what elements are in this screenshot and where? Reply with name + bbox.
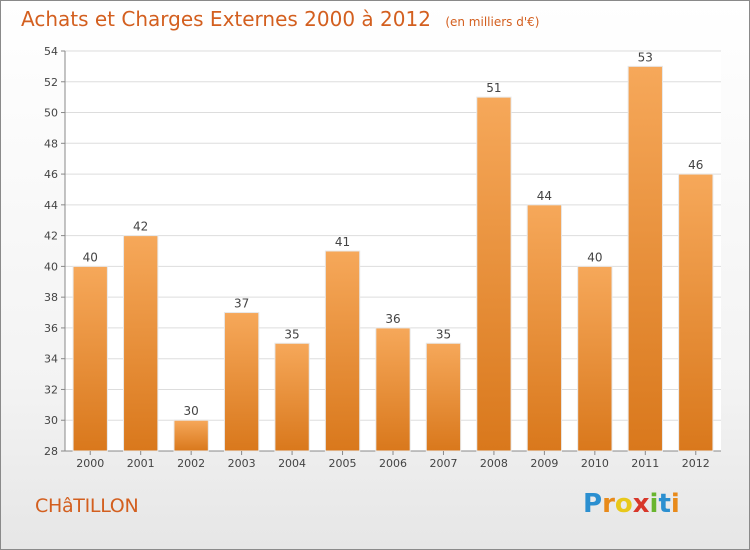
- bar-value-label: 46: [688, 158, 703, 172]
- x-tick-label: 2004: [278, 457, 306, 470]
- x-tick-label: 2003: [228, 457, 256, 470]
- bar: [72, 265, 108, 452]
- x-tick-label: 2007: [429, 457, 457, 470]
- bar: [678, 173, 714, 452]
- x-tick-label: 2006: [379, 457, 407, 470]
- x-tick-label: 2001: [127, 457, 155, 470]
- x-tick-label: 2010: [581, 457, 609, 470]
- bar: [324, 250, 361, 452]
- bar: [274, 342, 310, 452]
- bar-value-label: 53: [638, 50, 653, 64]
- y-tick-label: 30: [44, 414, 58, 427]
- proxiti-logo: Proxiti: [583, 489, 680, 519]
- y-tick-label: 28: [44, 445, 58, 458]
- bar-value-label: 36: [385, 312, 400, 326]
- x-tick-label: 2009: [530, 457, 558, 470]
- town-name: CHâTILLON: [35, 495, 139, 517]
- y-tick-label: 36: [44, 322, 58, 335]
- x-tick-label: 2012: [682, 457, 710, 470]
- bar-value-label: 37: [234, 297, 249, 311]
- bar-value-label: 51: [486, 81, 501, 95]
- y-tick-label: 48: [44, 137, 58, 150]
- x-tick-label: 2002: [177, 457, 205, 470]
- y-tick-label: 46: [44, 168, 58, 181]
- bar-value-label: 30: [184, 404, 199, 418]
- x-tick-label: 2000: [76, 457, 104, 470]
- bar: [425, 342, 462, 452]
- bar: [577, 265, 613, 452]
- bar-value-label: 44: [537, 189, 552, 203]
- bar-value-label: 42: [133, 220, 148, 234]
- y-tick-label: 52: [44, 76, 58, 89]
- x-tick-label: 2011: [631, 457, 659, 470]
- bar: [123, 235, 159, 452]
- bar-value-label: 41: [335, 235, 350, 249]
- bar-value-label: 40: [83, 250, 98, 264]
- bar: [627, 65, 663, 452]
- bar: [526, 204, 563, 452]
- bar-value-label: 35: [284, 327, 299, 341]
- chart-subtitle: (en milliers d'€): [445, 15, 540, 29]
- chart-title: Achats et Charges Externes 2000 à 2012 (…: [21, 7, 539, 31]
- bar: [375, 327, 411, 452]
- bar: [173, 419, 209, 452]
- bar: [476, 96, 512, 452]
- bar: [223, 312, 260, 452]
- y-tick-label: 44: [44, 199, 58, 212]
- bar-value-label: 40: [587, 250, 602, 264]
- y-tick-label: 40: [44, 260, 58, 273]
- y-tick-label: 38: [44, 291, 58, 304]
- x-tick-label: 2005: [329, 457, 357, 470]
- chart-title-text: Achats et Charges Externes 2000 à 2012: [21, 7, 431, 31]
- x-tick-label: 2008: [480, 457, 508, 470]
- bar-value-label: 35: [436, 327, 451, 341]
- y-tick-label: 54: [44, 45, 58, 58]
- y-tick-label: 42: [44, 230, 58, 243]
- y-tick-label: 50: [44, 107, 58, 120]
- y-tick-label: 34: [44, 353, 58, 366]
- y-tick-label: 32: [44, 383, 58, 396]
